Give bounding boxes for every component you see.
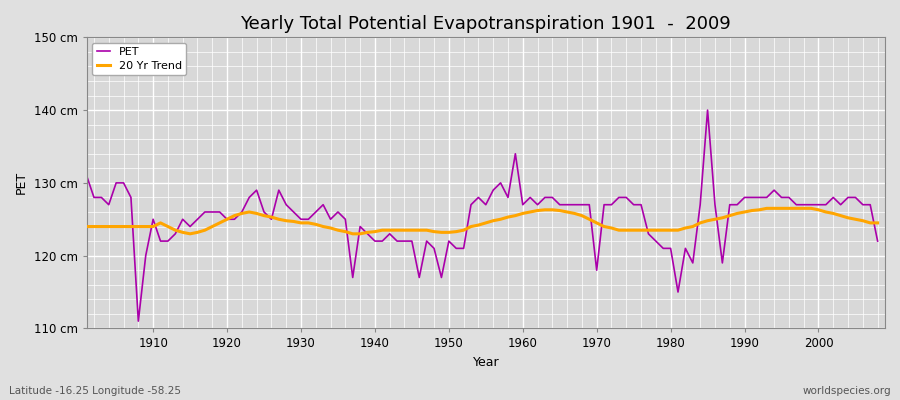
PET [170,232,181,236]
20 Yr Trend [872,220,883,225]
20 Yr Trend [717,216,728,220]
20 Yr Trend [184,232,195,236]
20 Yr Trend [791,206,802,211]
PET [776,195,787,200]
PET [872,239,883,244]
PET [724,202,735,207]
20 Yr Trend [776,206,787,211]
Title: Yearly Total Potential Evapotranspiration 1901  -  2009: Yearly Total Potential Evapotranspiratio… [240,15,731,33]
20 Yr Trend [214,220,225,225]
PET [791,202,802,207]
PET [702,108,713,112]
20 Yr Trend [81,224,92,229]
20 Yr Trend [761,206,772,211]
Text: worldspecies.org: worldspecies.org [803,386,891,396]
PET [458,246,469,251]
Y-axis label: PET: PET [15,171,28,194]
PET [214,210,225,214]
Legend: PET, 20 Yr Trend: PET, 20 Yr Trend [92,43,186,75]
20 Yr Trend [163,224,174,229]
PET [133,319,144,324]
X-axis label: Year: Year [472,356,500,369]
Line: 20 Yr Trend: 20 Yr Trend [86,208,878,234]
PET [81,173,92,178]
Line: PET: PET [86,110,878,321]
Text: Latitude -16.25 Longitude -58.25: Latitude -16.25 Longitude -58.25 [9,386,181,396]
20 Yr Trend [458,228,469,232]
